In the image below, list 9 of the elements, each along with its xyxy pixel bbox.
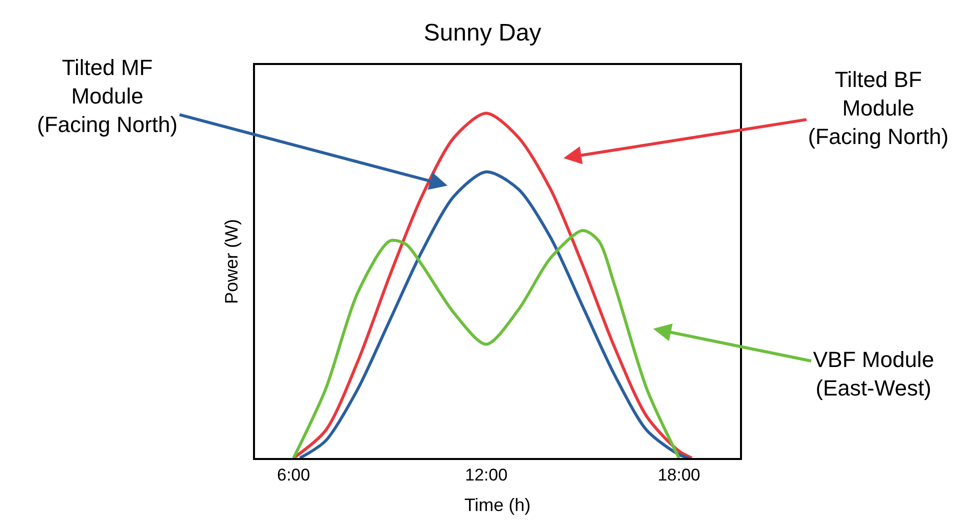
x-tick-label: 12:00	[464, 465, 508, 484]
text: Tilted MF Module (Facing North)	[37, 55, 178, 138]
chart-title: Sunny Day	[424, 19, 542, 46]
x-axis-title: Time (h)	[464, 495, 531, 515]
text: VBF Module (East-West)	[813, 347, 934, 401]
y-axis-title: Power (W)	[222, 219, 242, 304]
x-tick-label: 18:00	[658, 465, 700, 484]
x-tick-label: 6:00	[276, 465, 310, 484]
text: Tilted BF Module (Facing North)	[808, 67, 949, 150]
